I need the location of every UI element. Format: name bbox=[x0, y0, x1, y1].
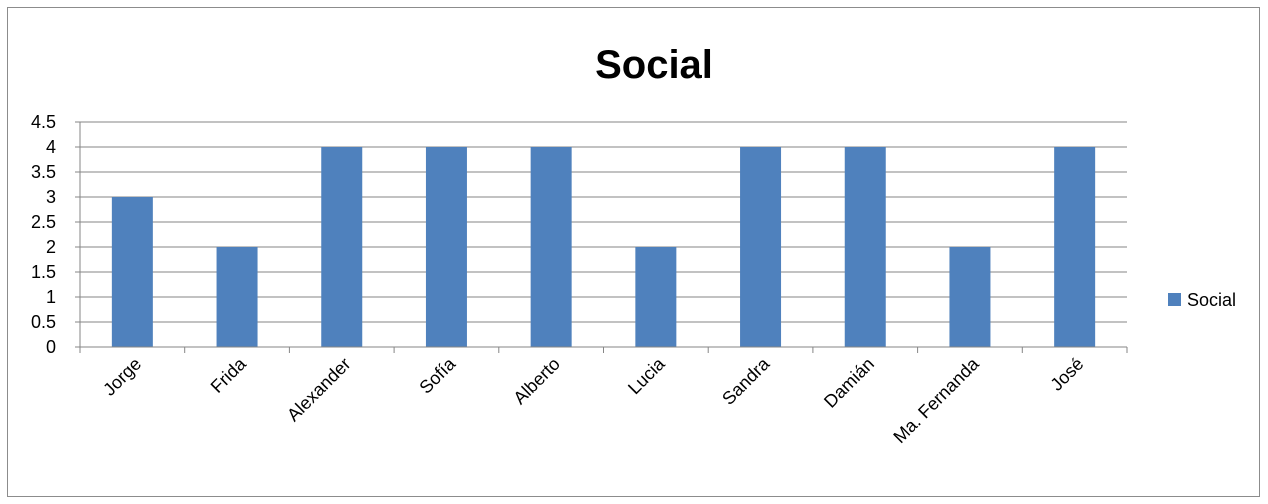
y-tick-label: 4 bbox=[46, 137, 56, 157]
y-tick-label: 0 bbox=[46, 337, 56, 357]
chart-frame bbox=[7, 7, 1260, 497]
y-tick-label: 4.5 bbox=[31, 112, 56, 132]
x-tick-label: Ma. Fernanda bbox=[889, 353, 983, 447]
y-tick-label: 0.5 bbox=[31, 312, 56, 332]
legend-label: Social bbox=[1187, 290, 1236, 310]
y-tick-label: 2 bbox=[46, 237, 56, 257]
x-tick-label: Jorge bbox=[99, 354, 145, 400]
y-tick-label: 2.5 bbox=[31, 212, 56, 232]
x-tick-label: Alberto bbox=[509, 354, 563, 408]
y-tick-label: 3 bbox=[46, 187, 56, 207]
chart-title: Social bbox=[595, 43, 713, 87]
bar-frida bbox=[216, 247, 258, 347]
y-axis-ticks: 0 0.5 1 1.5 2 2.5 3 3.5 4 4.5 bbox=[31, 112, 80, 357]
bar-lucia bbox=[635, 247, 677, 347]
x-axis-ticks: Jorge Frida Alexander Sofía Alberto Lucia Sand… bbox=[79, 347, 1128, 447]
x-tick-label: José bbox=[1046, 354, 1087, 395]
bar-jos- bbox=[1054, 147, 1096, 347]
legend-swatch bbox=[1168, 293, 1181, 306]
bar-sandra bbox=[740, 147, 782, 347]
x-tick-label: Lucia bbox=[624, 353, 669, 398]
x-tick-label: Alexander bbox=[283, 354, 354, 425]
bar-ma-fernanda bbox=[949, 247, 991, 347]
x-tick-label: Sofía bbox=[415, 353, 460, 398]
y-tick-label: 1 bbox=[46, 287, 56, 307]
bar-alberto bbox=[530, 147, 572, 347]
bar-alexander bbox=[321, 147, 363, 347]
x-tick-label: Frida bbox=[207, 353, 251, 397]
x-tick-label: Sandra bbox=[718, 353, 774, 409]
bar-sof-a bbox=[425, 147, 467, 347]
bars bbox=[111, 147, 1096, 347]
x-tick-label: Damián bbox=[820, 354, 878, 412]
bar-jorge bbox=[111, 197, 153, 347]
y-tick-label: 1.5 bbox=[31, 262, 56, 282]
bar-dami-n bbox=[844, 147, 886, 347]
y-tick-label: 3.5 bbox=[31, 162, 56, 182]
legend: Social bbox=[1168, 290, 1236, 310]
